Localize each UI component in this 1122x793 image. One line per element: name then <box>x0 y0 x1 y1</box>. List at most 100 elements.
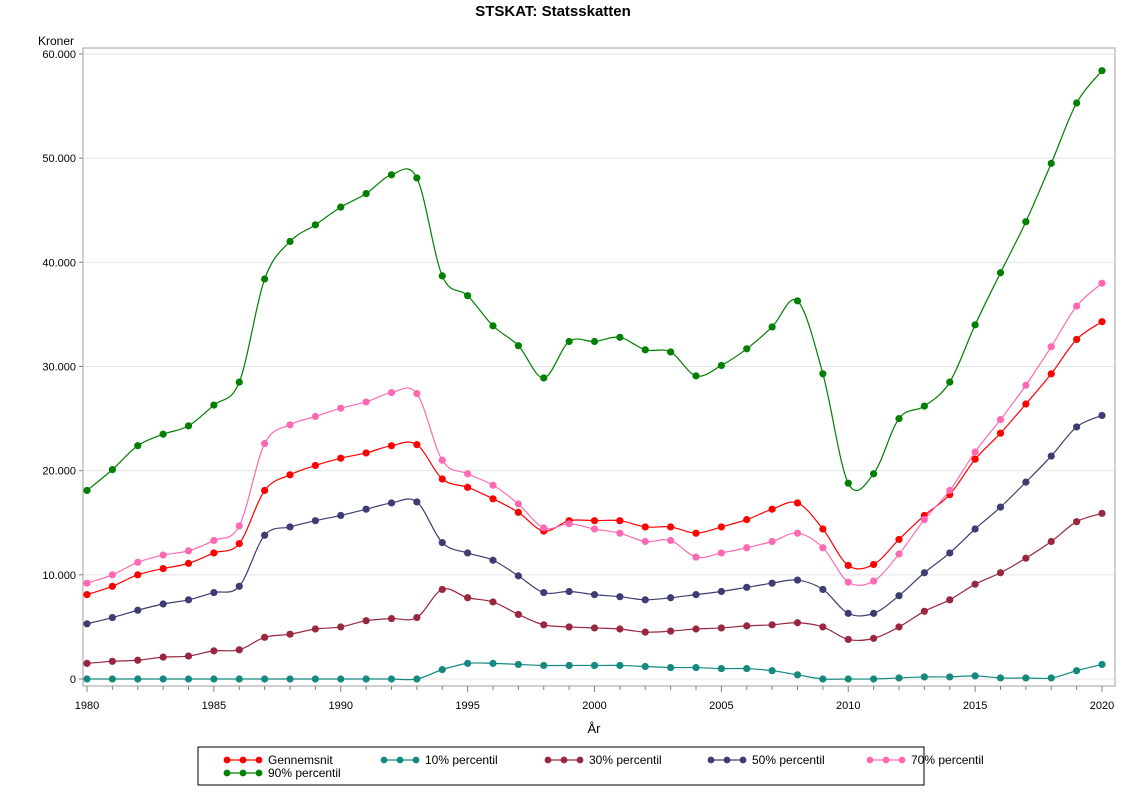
data-point <box>540 374 548 382</box>
data-point <box>184 675 193 683</box>
data-point <box>590 661 599 670</box>
data-point <box>184 559 193 567</box>
legend-swatch-marker <box>739 756 747 764</box>
data-point <box>362 189 370 198</box>
data-point <box>844 578 852 586</box>
data-point <box>895 592 903 600</box>
data-point <box>286 421 294 429</box>
data-point <box>717 624 725 632</box>
legend-label: 30% percentil <box>589 753 662 767</box>
y-tick-label: 60.000 <box>42 49 76 61</box>
data-point <box>717 587 725 596</box>
data-point <box>514 660 522 669</box>
data-point <box>793 671 802 679</box>
legend-box <box>197 746 925 786</box>
data-point <box>261 675 269 683</box>
series-90-percentil <box>83 67 1106 495</box>
data-point <box>311 517 319 525</box>
data-point <box>134 675 142 683</box>
data-point <box>667 523 675 531</box>
data-point <box>261 275 269 283</box>
data-point <box>286 630 294 638</box>
data-point <box>235 522 243 530</box>
data-point <box>514 342 522 350</box>
data-point <box>844 609 852 617</box>
legend-label: 10% percentil <box>425 753 498 767</box>
data-point <box>108 571 116 579</box>
data-point <box>159 551 167 559</box>
data-point <box>768 579 776 587</box>
data-point <box>464 549 472 557</box>
series-line <box>86 70 1103 491</box>
data-point <box>920 673 928 681</box>
data-point <box>895 623 903 631</box>
legend-item: 70% percentil <box>866 753 984 767</box>
data-point <box>768 323 776 331</box>
data-point <box>108 582 116 590</box>
data-point <box>1073 335 1081 344</box>
data-point <box>667 536 675 545</box>
data-point <box>844 635 852 644</box>
data-point <box>692 591 700 599</box>
data-point <box>996 503 1005 511</box>
data-point <box>540 621 548 629</box>
data-point <box>590 517 599 525</box>
x-tick-label: 2010 <box>836 700 860 712</box>
legend-item: 50% percentil <box>707 753 825 767</box>
data-point <box>870 609 878 617</box>
data-point <box>362 505 370 513</box>
data-point <box>159 675 167 683</box>
data-point <box>641 662 649 671</box>
data-point <box>108 675 116 683</box>
data-point <box>768 505 776 513</box>
data-point <box>1073 667 1081 675</box>
data-point <box>667 627 675 635</box>
data-point <box>743 544 751 552</box>
data-point <box>692 372 700 380</box>
data-point <box>1022 381 1030 389</box>
data-point <box>184 547 193 555</box>
x-tick-label: 2000 <box>582 700 606 712</box>
legend-swatch-marker <box>380 756 388 764</box>
data-point <box>235 378 243 386</box>
y-axis-label: Kroner <box>38 34 74 48</box>
data-point <box>261 633 269 641</box>
legend-swatch-marker <box>396 756 404 764</box>
data-point <box>286 237 294 246</box>
data-point <box>387 499 396 507</box>
data-point <box>1098 660 1106 669</box>
data-point <box>489 556 497 564</box>
x-tick-label: 1980 <box>75 700 99 712</box>
data-point <box>971 448 979 456</box>
data-point <box>819 370 827 378</box>
data-point <box>210 401 218 409</box>
data-point <box>83 579 91 587</box>
data-point <box>362 675 370 683</box>
data-point <box>286 675 294 683</box>
data-point <box>616 517 624 525</box>
data-point <box>261 486 269 495</box>
data-point <box>895 535 903 544</box>
y-axis: 0 10.000 20.000 30.000 40.000 50.000 60.000 <box>42 49 83 686</box>
data-point <box>489 495 497 503</box>
legend-swatch-marker <box>255 769 263 777</box>
data-point <box>565 623 573 631</box>
data-point <box>134 656 142 664</box>
data-point <box>464 659 472 667</box>
data-point <box>362 449 370 457</box>
data-point <box>337 454 345 462</box>
data-point <box>870 470 878 478</box>
data-point <box>438 585 446 594</box>
data-point <box>743 583 751 591</box>
data-point <box>996 269 1005 277</box>
x-tick-label: 2020 <box>1090 700 1114 712</box>
data-point <box>819 675 827 683</box>
data-point <box>870 577 878 585</box>
data-point <box>464 483 472 491</box>
legend-swatch-marker <box>412 756 420 764</box>
data-point <box>1073 99 1081 107</box>
data-point <box>971 455 979 463</box>
data-point <box>1022 400 1030 408</box>
data-point <box>641 628 649 636</box>
